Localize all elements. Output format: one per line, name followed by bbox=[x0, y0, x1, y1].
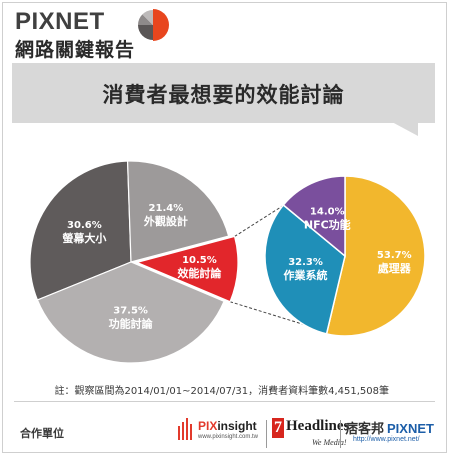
slice-value-label: 37.5% bbox=[113, 306, 148, 317]
slice-value-label: 21.4% bbox=[149, 203, 184, 214]
footer-separator bbox=[340, 420, 341, 448]
footer-divider bbox=[14, 401, 435, 402]
slice-name-label: 功能討論 bbox=[109, 317, 154, 331]
logo-pie-slice bbox=[138, 25, 153, 40]
slice-value-label: 30.6% bbox=[67, 220, 102, 231]
pie-slice-外觀設計 bbox=[126, 160, 230, 263]
pixinsight-name-suffix: insight bbox=[217, 419, 257, 433]
headlines-name: Headlines bbox=[286, 418, 350, 434]
slice-name-label: 螢幕大小 bbox=[62, 231, 106, 245]
headlines-seven-mark: 7 bbox=[272, 418, 284, 438]
chart-title: 消費者最想要的效能討論 bbox=[102, 83, 345, 107]
slice-name-label: NFC功能 bbox=[304, 217, 351, 231]
headlines-slogan: We Media! bbox=[312, 438, 347, 447]
bars-icon bbox=[178, 418, 192, 440]
slice-value-label: 32.3% bbox=[288, 257, 323, 268]
report-title: 網路關鍵報告 bbox=[15, 39, 136, 61]
slice-value-label: 53.7% bbox=[377, 250, 412, 261]
logo-pie-slice bbox=[153, 9, 169, 41]
title-tab-notch bbox=[392, 122, 418, 136]
pixinsight-name-prefix: PIX bbox=[198, 419, 218, 433]
slice-value-label: 10.5% bbox=[182, 255, 217, 266]
pixinsight-name: PIXinsight bbox=[198, 419, 257, 433]
slice-name-label: 處理器 bbox=[378, 261, 412, 275]
sub-pie-slice-作業系統 bbox=[264, 203, 346, 335]
pie-slice-螢幕大小 bbox=[29, 160, 132, 301]
footer-separator bbox=[266, 420, 267, 448]
slice-name-label: 外觀設計 bbox=[143, 214, 188, 228]
partner-label: 合作單位 bbox=[20, 427, 64, 440]
chart-title-band: 消費者最想要的效能討論 bbox=[12, 63, 435, 123]
pixnet-footer-name: 痞客邦 PIXNET bbox=[345, 418, 434, 437]
logo-pie-slice bbox=[138, 14, 153, 25]
pixnet-footer-en: PIXNET bbox=[387, 421, 434, 436]
slice-value-label: 14.0% bbox=[310, 206, 345, 217]
pixinsight-url: www.pixinsight.com.tw bbox=[198, 434, 259, 440]
chart-note: 註：觀察區間為2014/01/01~2014/07/31，消費者資料筆數4,45… bbox=[54, 386, 389, 397]
pixnet-footer-url: http://www.pixnet.net/ bbox=[353, 436, 420, 443]
sub-pie-slice-NFC功能 bbox=[282, 175, 346, 258]
pie-slice-效能討論 bbox=[135, 235, 239, 303]
brand-logo-text: PIXNET bbox=[15, 8, 105, 35]
slice-name-label: 效能討論 bbox=[177, 266, 222, 280]
logo-pie-slice bbox=[142, 9, 153, 25]
pie-slice-功能討論 bbox=[36, 261, 225, 364]
sub-pie-slice-處理器 bbox=[325, 175, 426, 337]
pixnet-footer-cn: 痞客邦 bbox=[345, 421, 385, 436]
slice-name-label: 作業系統 bbox=[284, 268, 328, 282]
pie-logo-icon bbox=[138, 9, 169, 41]
connector-line-top bbox=[234, 178, 326, 237]
